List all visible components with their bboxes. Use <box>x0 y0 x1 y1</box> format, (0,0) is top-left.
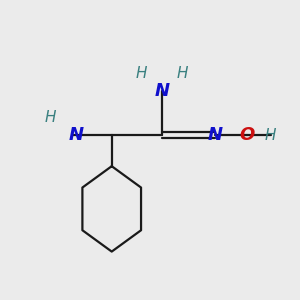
Text: H: H <box>135 66 147 81</box>
Text: N: N <box>207 126 222 144</box>
Text: N: N <box>154 82 169 100</box>
Text: H: H <box>44 110 56 125</box>
Text: N: N <box>69 126 84 144</box>
Text: O: O <box>239 126 255 144</box>
Text: H: H <box>265 128 277 143</box>
Text: H: H <box>177 66 188 81</box>
